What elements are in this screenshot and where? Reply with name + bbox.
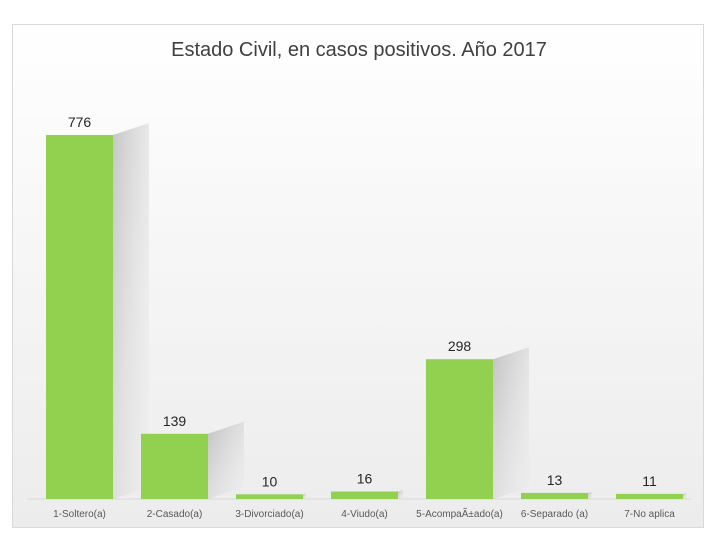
data-label-6-separado-a: 13 (547, 472, 563, 488)
bar-shadow (113, 123, 149, 499)
tick-label-2-casado-a: 2-Casado(a) (147, 509, 203, 520)
tick-label-6-separado-a: 6-Separado (a) (521, 509, 588, 520)
tick-label-7-no-aplica: 7-No aplica (624, 509, 675, 520)
tick-label-5-acompa-ado-a: 5-AcompaÃ±ado(a) (416, 507, 503, 520)
bar-7-no-aplica[interactable] (616, 493, 683, 499)
tick-label-4-viudo-a: 4-Viudo(a) (341, 509, 388, 520)
data-label-7-no-aplica: 11 (642, 473, 657, 489)
bar-shadow (208, 421, 244, 499)
bar-1-soltero-a[interactable] (46, 135, 113, 499)
bar-chart: 776 139 10 16 298 13 11 1-Soltero(a) 2-Casado(a… (27, 114, 691, 520)
bar-6-separado-a[interactable] (521, 492, 588, 499)
data-label-1-soltero-a: 776 (68, 114, 92, 130)
bar-4-viudo-a[interactable] (331, 491, 398, 499)
tick-label-1-soltero-a: 1-Soltero(a) (53, 509, 106, 520)
bar-shadow (588, 491, 593, 499)
data-label-3-divorciado-a: 10 (262, 473, 278, 489)
data-label-4-viudo-a: 16 (357, 470, 373, 486)
data-label-5-acompa-ado-a: 298 (448, 338, 472, 354)
bar-shadow (303, 493, 307, 499)
bar-shadow (493, 347, 529, 499)
bar-5-acompa-ado-a[interactable] (426, 359, 493, 499)
bar-shadow (683, 492, 687, 499)
chart-title: Estado Civil, en casos positivos. Año 20… (171, 39, 547, 61)
bar-2-casado-a[interactable] (141, 433, 208, 499)
tick-label-3-divorciado-a: 3-Divorciado(a) (235, 509, 303, 520)
data-label-2-casado-a: 139 (163, 413, 187, 429)
bar-3-divorciado-a[interactable] (236, 494, 303, 499)
bar-shadow (398, 489, 403, 499)
chart-frame: Estado Civil, en casos positivos. Año 20… (12, 24, 704, 528)
